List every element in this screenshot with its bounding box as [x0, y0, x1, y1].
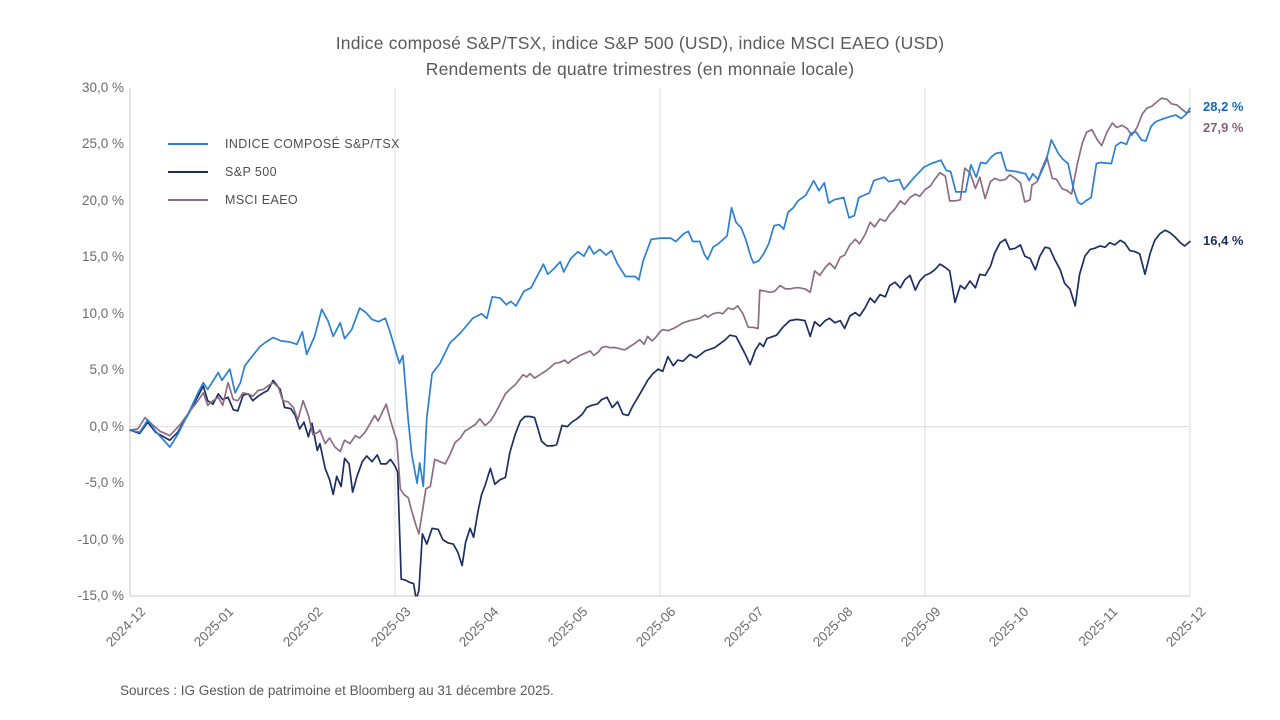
y-tick-5,0 %: 5,0 % — [89, 362, 124, 378]
y-tick-20,0 %: 20,0 % — [81, 192, 124, 208]
legend-swatch-sptsx — [168, 143, 208, 145]
legend-label-msci-eafe: MSCI EAEO — [225, 193, 299, 207]
series-line-sptsx — [129, 107, 1191, 488]
legend-item-sptsx: INDICE COMPOSÉ S&P/TSX — [168, 130, 400, 158]
legend-swatch-sp500 — [168, 171, 208, 173]
y-tick-0,0 %: 0,0 % — [89, 418, 124, 434]
legend-label-sp500: S&P 500 — [225, 165, 277, 179]
legend-item-sp500: S&P 500 — [168, 158, 400, 186]
chart-title-line1: Indice composé S&P/TSX, indice S&P 500 (… — [335, 33, 945, 53]
y-tick-30,0 %: 30,0 % — [81, 80, 124, 95]
legend-item-msci-eafe: MSCI EAEO — [168, 186, 400, 214]
y-tick-25,0 %: 25,0 % — [81, 136, 124, 152]
legend-label-sptsx: INDICE COMPOSÉ S&P/TSX — [225, 137, 400, 151]
end-label-sp500: 16,4 % — [1203, 232, 1244, 248]
chart-legend: INDICE COMPOSÉ S&P/TSX S&P 500 MSCI EAEO — [168, 130, 400, 214]
y-tick--10,0 %: -10,0 % — [77, 531, 124, 547]
series-line-msci-eafe — [129, 97, 1191, 535]
y-tick--5,0 %: -5,0 % — [84, 475, 124, 491]
legend-swatch-msci-eafe — [168, 199, 208, 201]
chart-title: Indice composé S&P/TSX, indice S&P 500 (… — [0, 30, 1280, 82]
series-line-sp500 — [129, 229, 1191, 597]
chart-title-line2: Rendements de quatre trimestres (en monn… — [425, 59, 855, 79]
y-tick--15,0 %: -15,0 % — [77, 588, 124, 603]
end-label-msci-eafe: 27,9 % — [1203, 120, 1244, 136]
y-tick-15,0 %: 15,0 % — [81, 249, 124, 265]
y-tick-10,0 %: 10,0 % — [81, 305, 124, 321]
source-note: Sources : IG Gestion de patrimoine et Bl… — [120, 683, 554, 698]
end-label-sptsx: 28,2 % — [1203, 99, 1244, 115]
